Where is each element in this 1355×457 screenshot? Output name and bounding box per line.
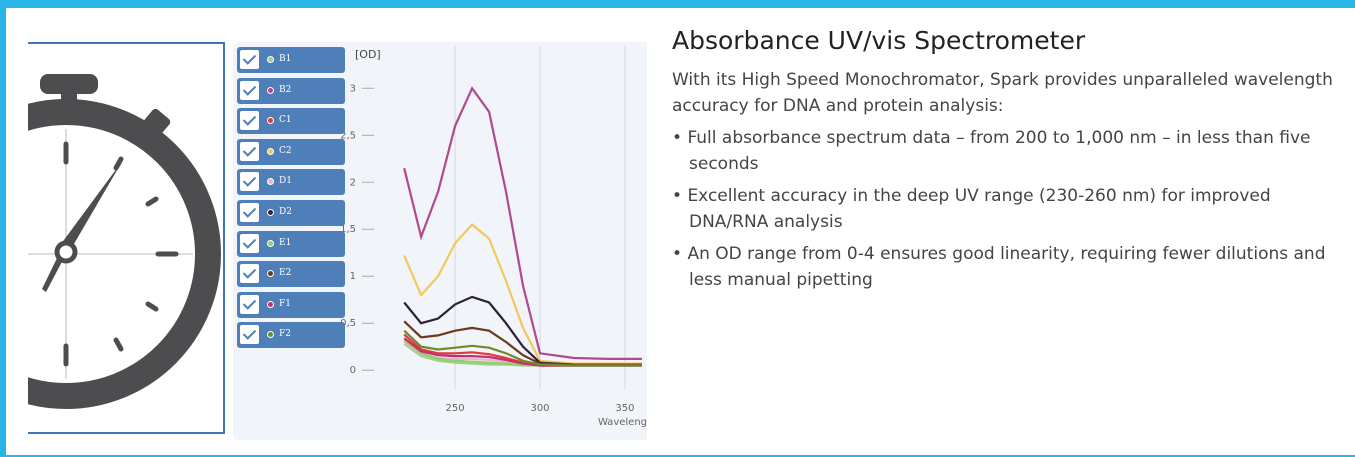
well-toggle[interactable]: E2 [237, 261, 345, 288]
x-tick-label: 350 [615, 403, 634, 414]
spectrum-line [403, 86, 642, 360]
y-tick-label: 1,5 [340, 224, 356, 235]
checkbox[interactable] [240, 172, 259, 192]
checkbox[interactable] [240, 325, 259, 345]
well-toggle[interactable]: C2 [237, 138, 345, 165]
bullet-text: Excellent accuracy in the deep UV range … [687, 186, 1271, 232]
chart: [OD] Waveleng 0 0,5 1 1,5 2 2,5 3 250 300 350 [340, 46, 647, 428]
well-toggle[interactable]: F2 [237, 322, 345, 349]
x-tick-label: 250 [446, 403, 465, 414]
well-dot [267, 86, 274, 94]
y-tick-label: 0,5 [340, 318, 356, 329]
bullet-text: An OD range from 0-4 ensures good linear… [687, 244, 1326, 290]
well-toggle[interactable]: B1 [237, 47, 345, 73]
well-dot [267, 208, 274, 216]
well-name: C1 [279, 115, 292, 126]
well-name: C2 [279, 145, 292, 156]
well-toggle[interactable]: D1 [237, 169, 345, 196]
well-dot [267, 270, 274, 278]
y-tick-label: 3 [350, 83, 356, 94]
well-dot [267, 147, 274, 155]
well-name: E1 [279, 237, 292, 248]
checkbox[interactable] [240, 111, 259, 131]
well-toggle[interactable]: C1 [237, 108, 345, 135]
well-toggle[interactable]: D2 [237, 199, 345, 226]
well-toggle[interactable]: B2 [237, 77, 345, 104]
well-toggle[interactable]: F1 [237, 291, 345, 318]
well-name: B1 [279, 54, 292, 64]
x-tick-label: 300 [530, 403, 549, 414]
well-dot [267, 331, 274, 339]
well-dot [267, 56, 274, 63]
well-name: B2 [279, 84, 292, 95]
well-dot [267, 300, 274, 308]
description: Absorbance UV/vis Spectrometer With its … [672, 26, 1342, 299]
bullet-list: • Full absorbance spectrum data – from 2… [672, 125, 1342, 293]
checkbox[interactable] [240, 141, 259, 161]
y-tick-label: 0 [350, 365, 356, 376]
well-name: F2 [279, 329, 291, 340]
well-toggle[interactable]: E1 [237, 230, 345, 257]
bullet: • Full absorbance spectrum data – from 2… [672, 128, 1311, 174]
heading: Absorbance UV/vis Spectrometer [672, 26, 1086, 55]
checkbox[interactable] [240, 202, 259, 222]
x-axis-label: Waveleng [598, 417, 647, 428]
y-tick-label: 2 [350, 177, 356, 188]
well-dot [267, 239, 274, 247]
checkbox[interactable] [240, 80, 259, 100]
spectrum-line [403, 329, 642, 367]
stopwatch-panel [28, 42, 225, 434]
y-axis-label: [OD] [355, 48, 381, 61]
well-name: F1 [279, 298, 291, 309]
checkbox[interactable] [240, 233, 259, 253]
checkbox[interactable] [240, 264, 259, 284]
y-tick-label: 1 [350, 271, 356, 282]
spectrum-line [403, 222, 642, 365]
bullet-text: Full absorbance spectrum data – from 200… [687, 128, 1311, 174]
checkbox[interactable] [240, 50, 259, 69]
well-dot [267, 117, 274, 125]
bullet: • Excellent accuracy in the deep UV rang… [672, 186, 1271, 232]
well-dot [267, 178, 274, 186]
checkbox[interactable] [240, 294, 259, 314]
bullet: • An OD range from 0-4 ensures good line… [672, 244, 1326, 290]
chart-panel: B1 B2 C1 C2 D1 D2 E1 E2 F1 F2 [OD] Waveleng 0 0,5 1… [233, 42, 647, 440]
well-name: D1 [279, 176, 292, 187]
intro: With its High Speed Monochromator, Spark… [672, 70, 1333, 116]
well-list: B1 B2 C1 C2 D1 D2 E1 E2 F1 F2 [237, 47, 345, 353]
stopwatch-icon [28, 74, 221, 409]
y-tick-label: 2,5 [340, 130, 356, 141]
well-name: D2 [279, 206, 292, 217]
well-name: E2 [279, 268, 292, 279]
